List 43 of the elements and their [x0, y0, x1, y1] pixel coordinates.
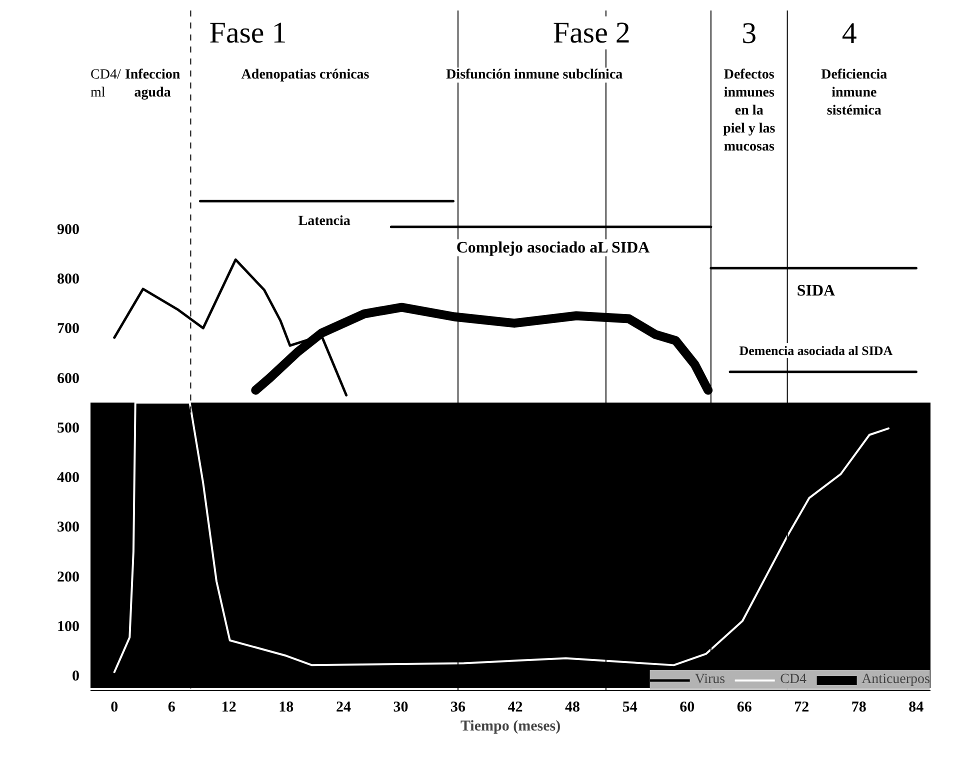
x-tick-label: 42	[508, 700, 523, 716]
y-tick-label: 800	[57, 272, 80, 288]
y-tick-label: 700	[57, 321, 80, 338]
x-tick-label: 78	[851, 700, 866, 716]
annotation: Disfunción inmune subclínica	[446, 68, 623, 83]
x-tick-label: 60	[680, 700, 695, 716]
annotation: Adenopatias crónicas	[241, 68, 370, 83]
x-tick-label: 12	[221, 700, 236, 716]
y-tick-label: 400	[57, 470, 80, 486]
x-tick-label: 0	[110, 700, 118, 716]
x-tick-label: 84	[908, 700, 924, 716]
annotation: 3	[742, 16, 757, 50]
y-tick-label: 100	[57, 618, 80, 635]
y-tick-label: 300	[57, 520, 80, 536]
annotation: SIDA	[796, 282, 836, 300]
y-axis-title: CD4/ ml	[90, 68, 121, 101]
legend-label: CD4	[780, 672, 807, 688]
x-tick-label: 30	[393, 700, 408, 716]
x-axis-title: Tiempo (meses)	[460, 718, 561, 734]
annotation: Deficiencia inmune sistémica	[821, 68, 888, 119]
legend-label: Anticuerpos	[862, 672, 930, 688]
legend-label: Virus	[694, 672, 726, 688]
y-tick-label: 600	[57, 370, 80, 387]
x-tick-label: 18	[278, 700, 294, 716]
y-tick-label: 500	[57, 420, 80, 436]
annotation: Latencia	[298, 214, 350, 229]
x-tick-label: 72	[794, 700, 810, 716]
annotation: 4	[842, 16, 857, 50]
x-tick-label: 36	[450, 700, 466, 716]
x-tick-label: 6	[168, 700, 176, 716]
x-tick-label: 48	[565, 700, 580, 716]
x-tick-label: 66	[736, 700, 752, 716]
annotation: Demencia asociada al SIDA	[739, 343, 894, 358]
annotation: Infeccion aguda	[124, 68, 180, 101]
annotation: Fase 1	[209, 16, 287, 50]
annotation: Complejo asociado aL SIDA	[456, 239, 650, 256]
y-tick-label: 200	[57, 569, 80, 586]
annotation: Defectos inmunes en la piel y las mucosas	[723, 68, 776, 155]
annotation: Fase 2	[552, 16, 630, 50]
y-tick-label: 0	[72, 668, 80, 685]
y-tick-label: 900	[57, 222, 80, 238]
x-tick-label: 54	[622, 700, 638, 716]
x-tick-label: 24	[336, 700, 352, 716]
